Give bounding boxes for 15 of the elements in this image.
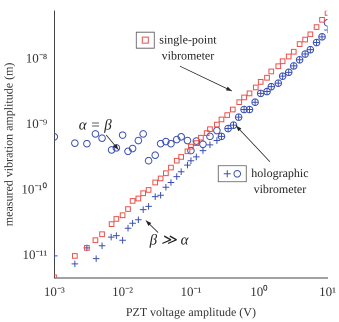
legend-label: holographic vibrometer: [251, 166, 309, 196]
annotation: α = β: [78, 118, 112, 134]
x-tick-label: 10⁰: [250, 284, 268, 300]
annotation: β ≫ α: [148, 232, 190, 249]
legend-label: single-point vibrometer: [159, 32, 218, 62]
y-tick-label: 10⁻¹¹: [22, 246, 48, 262]
x-tick-label: 10⁻²: [112, 284, 134, 300]
y-axis-title: measured vibration amplitude (m): [1, 62, 16, 226]
y-tick-label: 10⁻⁹: [26, 116, 48, 131]
y-tick-label: 10⁻¹⁰: [21, 181, 48, 196]
x-tick-label: 10¹: [319, 284, 336, 300]
x-tick-label: 10⁻¹: [180, 284, 202, 300]
x-tick-label: 10⁻³: [44, 284, 65, 300]
x-axis-title: PZT voltage amplitude (V): [126, 304, 256, 319]
y-tick-label: 10⁻⁸: [26, 50, 48, 66]
